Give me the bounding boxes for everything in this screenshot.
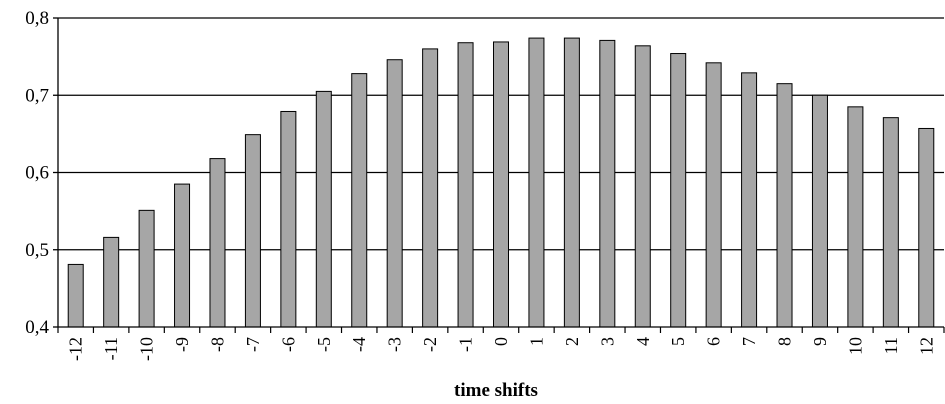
y-tick-label: 0,6	[25, 163, 49, 184]
x-tick-labels: -12 -11 -10 -9 -8 -7 -6 -5 -4 -3 -2 -1 0 1 2 3 4 5 6 7 8 9 10 1…	[66, 337, 937, 361]
x-tick-label: 8	[775, 337, 795, 346]
x-tick-label: -6	[278, 337, 298, 352]
bars	[67, 37, 935, 328]
bar	[599, 39, 616, 328]
bar	[457, 42, 474, 328]
axes	[53, 17, 945, 333]
y-tick-label: 0,5	[25, 240, 49, 261]
bar	[811, 94, 828, 328]
x-tick-label: -2	[420, 337, 440, 352]
y-tick-label: 0,7	[25, 85, 49, 106]
y-tick-label: 0,8	[25, 8, 49, 29]
bar	[422, 48, 439, 328]
y-tick-labels: 0,4 0,5 0,6 0,7 0,8	[25, 8, 49, 338]
x-tick-label: -9	[172, 337, 192, 352]
bar	[741, 72, 758, 328]
x-tick-label: 9	[810, 337, 830, 346]
x-tick-label: -1	[456, 337, 476, 352]
bar	[67, 263, 84, 328]
y-tick-label: 0,4	[25, 317, 49, 338]
x-tick-label: -3	[385, 337, 405, 352]
x-tick-label: -12	[66, 337, 86, 361]
bar	[776, 83, 793, 328]
bar	[386, 59, 403, 328]
bar	[244, 134, 261, 328]
x-tick-label: 7	[739, 337, 759, 346]
bar	[563, 37, 580, 328]
bar	[280, 110, 297, 328]
bar	[138, 209, 155, 328]
bar	[705, 62, 722, 328]
x-tick-label: -5	[314, 337, 334, 352]
bar	[670, 53, 687, 328]
bar	[209, 158, 226, 328]
x-tick-label: 5	[668, 337, 688, 346]
x-tick-label: -10	[137, 337, 157, 361]
x-tick-label: -11	[101, 337, 121, 360]
x-tick-label: 6	[704, 337, 724, 346]
bar	[351, 73, 368, 328]
bar	[847, 106, 864, 328]
bar	[918, 127, 935, 328]
x-tick-label: 3	[597, 337, 617, 346]
bar	[882, 117, 899, 328]
bar	[493, 41, 509, 328]
x-tick-label: 12	[916, 337, 936, 355]
bar	[103, 236, 120, 328]
x-tick-label: 0	[491, 337, 511, 346]
x-tick-label: 11	[881, 337, 901, 354]
bar	[528, 37, 545, 328]
bar	[174, 183, 191, 328]
x-tick-label: -7	[243, 337, 263, 352]
x-tick-label: 10	[845, 337, 865, 355]
x-axis-title: time shifts	[454, 380, 538, 401]
bar	[634, 45, 651, 328]
x-tick-label: 1	[526, 337, 546, 346]
x-tick-label: -4	[349, 337, 369, 352]
bar	[315, 90, 332, 328]
x-tick-label: 4	[633, 337, 653, 346]
x-tick-label: 2	[562, 337, 582, 346]
x-tick-label: -8	[207, 337, 227, 352]
